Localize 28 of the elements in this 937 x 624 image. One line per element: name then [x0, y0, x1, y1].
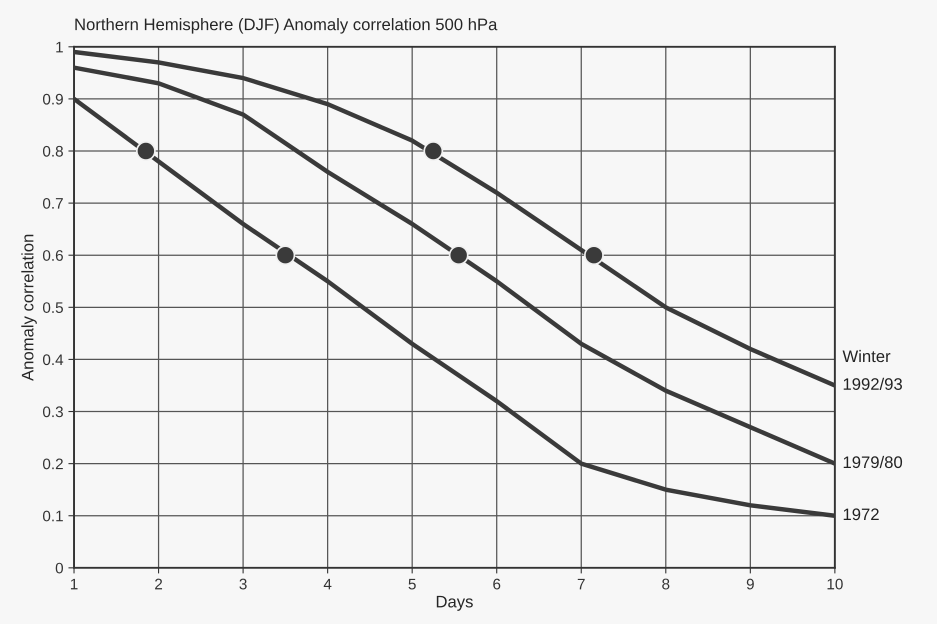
text: Winter [842, 350, 890, 362]
chart-title: Northern Hemisphere (DJF) Anomaly correlation 500 hPa [75, 18, 498, 34]
y-tick-label: 0 [56, 562, 64, 574]
x-tick-label: 3 [239, 578, 247, 590]
x-tick-label: 1 [70, 578, 78, 590]
x-tick-label: 10 [828, 578, 843, 590]
x-tick-label: 9 [746, 578, 754, 590]
series-label: 1972 [844, 508, 879, 520]
y-tick-label: 0.8 [42, 146, 63, 157]
series-label: 1992/93 [844, 378, 902, 390]
x-tick-label: 2 [155, 578, 162, 590]
x-tick-label: 8 [662, 578, 670, 590]
x-tick-label: 6 [493, 578, 500, 590]
x-tick-label: 7 [578, 578, 585, 590]
y-tick-label: 0.9 [42, 94, 63, 105]
x-axis-title: Days [436, 596, 473, 611]
y-tick-label: 0.4 [42, 354, 64, 366]
y-tick-label: 0.1 [42, 510, 63, 522]
y-tick-label: 0.2 [42, 458, 63, 470]
series-label: 1979/80 [844, 456, 902, 468]
x-tick-label: 4 [324, 578, 332, 590]
y-tick-label: 0.3 [42, 406, 63, 418]
y-tick-label: 0.5 [42, 302, 63, 314]
y-axis-title: Anomaly correlation [21, 234, 37, 381]
y-tick-label: 0.7 [42, 198, 63, 209]
x-tick-label: 5 [408, 578, 416, 590]
y-tick-label: 0.6 [42, 250, 63, 261]
y-tick-label: 1 [56, 42, 63, 52]
